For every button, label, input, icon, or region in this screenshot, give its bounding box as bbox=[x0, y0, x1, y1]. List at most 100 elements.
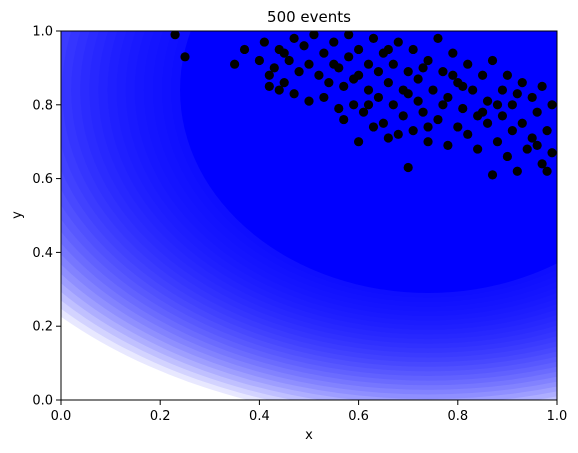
scatter-point bbox=[487, 55, 498, 66]
scatter-point bbox=[403, 66, 413, 77]
x-axis: 0.0 0.2 0.4 0.6 0.8 1.0 bbox=[51, 400, 568, 424]
scatter-point bbox=[403, 162, 413, 173]
scatter-point bbox=[443, 92, 453, 103]
scatter-point bbox=[363, 59, 374, 69]
scatter-point bbox=[180, 52, 190, 62]
scatter-point bbox=[344, 31, 354, 40]
scatter-point bbox=[478, 70, 488, 80]
scatter-point bbox=[170, 31, 180, 40]
scatter-point bbox=[413, 74, 423, 84]
y-tick-label: 0.4 bbox=[32, 246, 53, 261]
scatter-point bbox=[413, 96, 423, 106]
scatter-point bbox=[230, 59, 240, 69]
scatter-point bbox=[433, 114, 443, 125]
scatter-point bbox=[482, 118, 493, 128]
x-tick-label: 0.8 bbox=[447, 409, 468, 424]
scatter-point bbox=[547, 100, 557, 110]
scatter-point bbox=[438, 100, 448, 110]
scatter-point bbox=[383, 133, 393, 143]
scatter-point bbox=[502, 70, 512, 80]
scatter-point bbox=[279, 48, 289, 58]
scatter-point bbox=[304, 59, 314, 69]
x-tick-label: 0.6 bbox=[348, 409, 369, 424]
scatter-point bbox=[468, 85, 478, 95]
density-contour bbox=[180, 31, 557, 293]
scatter-point bbox=[299, 41, 309, 51]
scatter-point bbox=[492, 100, 503, 110]
scatter-point bbox=[388, 100, 398, 110]
plot-area bbox=[61, 31, 557, 400]
scatter-point bbox=[478, 107, 488, 117]
scatter-point bbox=[423, 122, 433, 132]
y-tick-label: 1.0 bbox=[32, 25, 53, 40]
scatter-point bbox=[358, 107, 369, 117]
scatter-point bbox=[497, 111, 508, 121]
scatter-point bbox=[502, 151, 512, 162]
scatter-point bbox=[383, 44, 393, 55]
scatter-point bbox=[423, 55, 433, 66]
scatter-point bbox=[239, 44, 250, 55]
scatter-point bbox=[418, 63, 428, 73]
scatter-point bbox=[512, 89, 522, 99]
scatter-point bbox=[329, 59, 339, 69]
scatter-point bbox=[269, 63, 279, 73]
scatter-point bbox=[458, 81, 468, 91]
scatter-point bbox=[428, 85, 438, 95]
scatter-point bbox=[354, 44, 364, 55]
scatter-point bbox=[393, 37, 403, 47]
scatter-point bbox=[487, 170, 498, 180]
scatter-point bbox=[403, 89, 413, 99]
scatter-point bbox=[473, 144, 483, 154]
scatter-point bbox=[334, 103, 344, 114]
scatter-point bbox=[304, 96, 314, 106]
scatter-point bbox=[438, 66, 448, 77]
y-axis-label: y bbox=[10, 211, 25, 219]
scatter-point bbox=[339, 114, 349, 125]
scatter-point bbox=[383, 78, 393, 88]
scatter-point bbox=[448, 48, 458, 58]
scatter-point bbox=[329, 37, 339, 47]
scatter-point bbox=[378, 118, 388, 128]
scatter-point bbox=[408, 126, 418, 136]
scatter-point bbox=[363, 85, 374, 95]
scatter-point bbox=[517, 78, 527, 88]
x-tick-label: 0.0 bbox=[51, 409, 72, 424]
scatter-point bbox=[259, 37, 269, 47]
scatter-point bbox=[433, 33, 443, 43]
scatter-point bbox=[363, 100, 374, 110]
scatter-point bbox=[532, 107, 542, 117]
scatter-point bbox=[319, 48, 329, 58]
x-tick-label: 1.0 bbox=[547, 409, 568, 424]
scatter-point bbox=[517, 118, 527, 128]
scatter-point bbox=[408, 44, 418, 55]
scatter-point bbox=[294, 66, 304, 77]
scatter-point bbox=[373, 66, 384, 77]
scatter-point bbox=[264, 70, 274, 80]
scatter-point bbox=[527, 92, 537, 103]
scatter-point bbox=[373, 92, 384, 103]
scatter-point bbox=[368, 33, 379, 43]
scatter-point bbox=[398, 111, 408, 121]
scatter-point bbox=[418, 107, 428, 117]
scatter-point bbox=[393, 129, 403, 139]
scatter-point bbox=[463, 129, 473, 139]
y-tick-label: 0.8 bbox=[32, 98, 53, 113]
scatter-point bbox=[527, 133, 537, 143]
scatter-point bbox=[542, 166, 552, 176]
scatter-point bbox=[537, 81, 547, 91]
scatter-point bbox=[448, 70, 458, 80]
scatter-point bbox=[254, 55, 264, 66]
scatter-point bbox=[368, 122, 379, 132]
chart-title: 500 events bbox=[267, 8, 351, 26]
scatter-points bbox=[170, 31, 557, 180]
scatter-point bbox=[349, 100, 359, 110]
scatter-point bbox=[289, 33, 299, 43]
scatter-point bbox=[423, 137, 433, 147]
scatter-point bbox=[507, 126, 517, 136]
scatter-point bbox=[324, 78, 334, 88]
scatter-point bbox=[354, 137, 364, 147]
scatter-point bbox=[537, 159, 547, 169]
scatter-point bbox=[284, 55, 294, 66]
scatter-point bbox=[314, 70, 324, 80]
